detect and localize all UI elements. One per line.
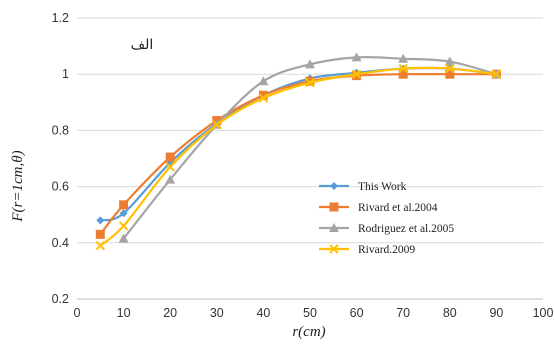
data-point	[119, 209, 128, 218]
data-point	[95, 240, 106, 251]
data-point	[305, 77, 315, 88]
y-tick-labels: 0.2 0.4 0.6 0.8 1 1.2	[52, 11, 69, 306]
data-point	[119, 200, 129, 210]
data-point	[329, 202, 339, 212]
data-point	[96, 216, 105, 225]
data-point	[444, 56, 455, 66]
legend-item: Rivard.2009	[319, 244, 415, 256]
y-tick-label: 1.2	[52, 11, 69, 25]
legend-item: Rodriguez et al.2005	[319, 223, 454, 235]
y-tick-label: 0.2	[52, 292, 69, 306]
data-point-stroke	[258, 93, 269, 103]
data-point-stroke	[329, 244, 339, 254]
legend-item: This Work	[319, 181, 407, 193]
x-tick-label: 0	[74, 306, 81, 320]
data-point	[329, 244, 339, 254]
data-point	[329, 223, 339, 232]
data-point	[118, 233, 129, 243]
x-tick-labels: 0 10 20 30 40 50 60 70 80 90 100	[74, 306, 554, 320]
legend-label: Rodriguez et al.2005	[358, 223, 454, 235]
series-rivard-et-al-2004	[95, 69, 501, 239]
legend-label: Rivard et al.2004	[358, 202, 438, 214]
data-point	[398, 53, 409, 63]
series-this-work	[96, 64, 501, 225]
data-point-stroke	[165, 162, 175, 172]
x-tick-label: 90	[489, 306, 503, 320]
data-point	[398, 69, 408, 79]
y-tick-label: 0.6	[52, 180, 69, 194]
y-axis-title: F(r=1cm,θ)	[10, 150, 26, 222]
data-point	[445, 69, 455, 79]
data-point-stroke	[212, 120, 222, 130]
data-point	[165, 174, 176, 184]
data-point	[351, 69, 362, 79]
legend: This Work Rivard et al.2004 Rodriguez et a…	[319, 181, 454, 256]
series-layer	[95, 52, 502, 251]
x-tick-label: 40	[256, 306, 270, 320]
x-tick-label: 70	[396, 306, 410, 320]
data-point-stroke	[95, 240, 106, 251]
data-point	[445, 63, 455, 74]
legend-label: Rivard.2009	[358, 244, 415, 256]
data-point	[398, 63, 408, 74]
y-tick-label: 0.8	[52, 123, 69, 137]
data-point	[165, 162, 175, 172]
series-rivard-2009	[95, 63, 502, 251]
data-point	[95, 229, 105, 239]
data-point	[118, 221, 129, 231]
data-point	[258, 93, 269, 103]
data-point-stroke	[305, 77, 315, 88]
data-point	[258, 90, 268, 100]
x-tick-label: 50	[303, 306, 317, 320]
data-point	[212, 120, 222, 130]
x-axis-title: r(cm)	[292, 324, 325, 340]
data-point	[165, 152, 175, 162]
x-tick-label: 60	[350, 306, 364, 320]
panel-label: الف	[131, 37, 154, 53]
x-tick-label: 10	[117, 306, 131, 320]
legend-label: This Work	[358, 181, 407, 193]
x-tick-label: 80	[443, 306, 457, 320]
x-tick-label: 30	[210, 306, 224, 320]
data-point	[351, 52, 362, 62]
data-point-stroke	[445, 63, 455, 74]
data-point	[305, 59, 315, 69]
data-point-stroke	[398, 63, 408, 74]
series-line	[99, 66, 497, 222]
y-tick-label: 1	[62, 67, 69, 81]
data-point-stroke	[118, 221, 129, 231]
series-line	[99, 72, 497, 236]
data-point-stroke	[491, 69, 502, 79]
data-point	[491, 69, 502, 79]
data-point	[258, 76, 269, 86]
data-point	[330, 182, 338, 190]
legend-item: Rivard et al.2004	[319, 202, 438, 214]
data-point-stroke	[351, 69, 362, 79]
y-tick-label: 0.4	[52, 236, 69, 250]
x-tick-label: 20	[163, 306, 177, 320]
x-tick-label: 100	[533, 306, 554, 320]
series-line	[99, 66, 497, 247]
